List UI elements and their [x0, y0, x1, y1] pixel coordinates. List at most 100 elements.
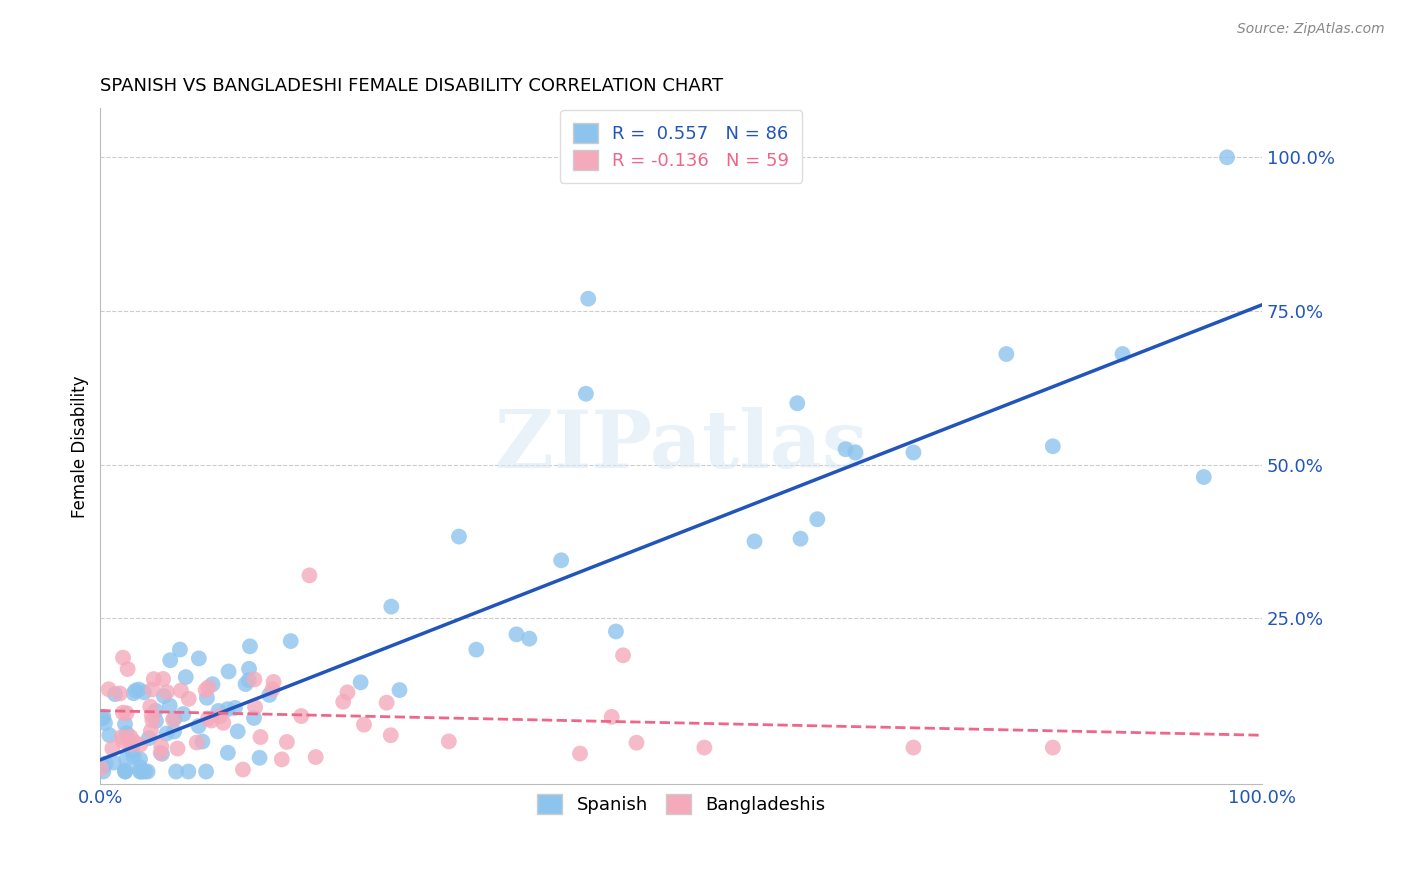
Point: [903, 445, 925, 459]
Point: [129, 752, 152, 766]
Point: [115, 706, 138, 721]
Point: [217, 702, 239, 716]
Point: [94, 716, 117, 731]
Point: [844, 445, 866, 459]
Point: [232, 763, 254, 777]
Point: [138, 731, 160, 745]
Point: [91, 759, 114, 773]
Point: [806, 512, 828, 526]
Point: [124, 683, 146, 698]
Point: [177, 691, 200, 706]
Point: [249, 751, 271, 765]
Point: [612, 648, 634, 663]
Point: [349, 675, 371, 690]
Point: [165, 764, 187, 779]
Point: [447, 530, 470, 544]
Y-axis label: Female Disability: Female Disability: [72, 375, 89, 517]
Point: [128, 682, 150, 697]
Point: [380, 599, 402, 614]
Point: [114, 764, 136, 779]
Point: [150, 747, 173, 761]
Point: [129, 764, 152, 779]
Point: [218, 665, 240, 679]
Point: [115, 726, 138, 740]
Point: [195, 764, 218, 779]
Point: [744, 534, 766, 549]
Point: [243, 711, 266, 725]
Point: [104, 687, 127, 701]
Point: [110, 730, 132, 744]
Point: [195, 690, 218, 705]
Point: [693, 740, 716, 755]
Point: [903, 740, 925, 755]
Point: [94, 756, 117, 771]
Point: [235, 677, 257, 691]
Legend: Spanish, Bangladeshis: Spanish, Bangladeshis: [527, 785, 835, 822]
Point: [262, 682, 284, 697]
Point: [117, 662, 139, 676]
Point: [1042, 439, 1064, 453]
Point: [332, 695, 354, 709]
Point: [170, 683, 193, 698]
Point: [576, 292, 599, 306]
Point: [90, 761, 112, 775]
Point: [128, 760, 150, 774]
Point: [201, 677, 224, 691]
Point: [159, 698, 181, 713]
Point: [834, 442, 856, 457]
Point: [1111, 347, 1133, 361]
Point: [149, 746, 172, 760]
Point: [212, 715, 235, 730]
Point: [187, 651, 209, 665]
Point: [243, 700, 266, 714]
Point: [120, 730, 142, 744]
Point: [122, 749, 145, 764]
Point: [600, 710, 623, 724]
Point: [550, 553, 572, 567]
Point: [169, 642, 191, 657]
Point: [276, 735, 298, 749]
Point: [129, 738, 152, 752]
Point: [575, 386, 598, 401]
Point: [249, 730, 271, 744]
Point: [103, 756, 125, 770]
Point: [1042, 740, 1064, 755]
Point: [142, 672, 165, 686]
Point: [239, 640, 262, 654]
Point: [172, 706, 194, 721]
Point: [187, 719, 209, 733]
Point: [298, 568, 321, 582]
Point: [141, 682, 163, 697]
Point: [517, 632, 540, 646]
Point: [465, 642, 488, 657]
Point: [150, 739, 173, 754]
Point: [305, 750, 328, 764]
Point: [437, 734, 460, 748]
Point: [208, 709, 231, 723]
Point: [141, 708, 163, 723]
Point: [197, 681, 219, 695]
Point: [152, 672, 174, 686]
Point: [162, 713, 184, 727]
Point: [139, 699, 162, 714]
Point: [115, 753, 138, 767]
Point: [786, 396, 808, 410]
Point: [134, 764, 156, 779]
Point: [388, 683, 411, 698]
Point: [97, 682, 120, 697]
Point: [98, 728, 121, 742]
Point: [569, 747, 592, 761]
Point: [101, 741, 124, 756]
Point: [197, 712, 219, 726]
Point: [114, 717, 136, 731]
Point: [131, 764, 153, 779]
Point: [156, 726, 179, 740]
Point: [136, 764, 159, 779]
Point: [145, 704, 167, 718]
Point: [114, 764, 136, 778]
Point: [166, 741, 188, 756]
Point: [217, 746, 239, 760]
Point: [263, 674, 285, 689]
Point: [226, 724, 249, 739]
Point: [129, 764, 152, 779]
